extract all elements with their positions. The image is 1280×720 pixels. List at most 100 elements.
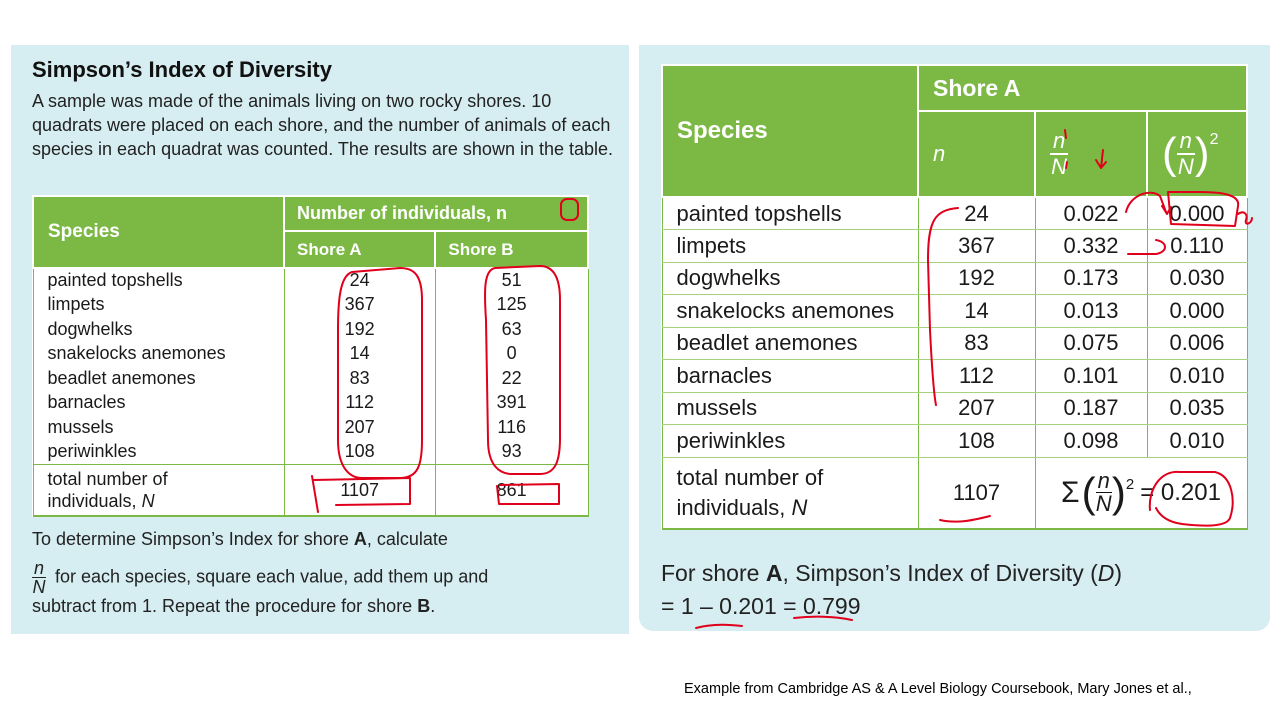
species-cell: barnacles [661, 359, 919, 393]
species-cell: beadlet anemones [32, 366, 285, 391]
table-row: periwinkles 108 0.098 0.010 [661, 424, 1248, 458]
total-row: total number of individuals, N 1107 Σ ( … [661, 457, 1248, 530]
species-header: Species [661, 64, 919, 198]
table-row: periwinkles 108 93 [32, 439, 589, 464]
shore-counts-table: Species Number of individuals, n Shore A… [32, 195, 589, 517]
total-shore-a: 1107 [283, 463, 436, 517]
n-cell: 108 [917, 424, 1036, 458]
squared-cell: 0.000 [1146, 197, 1248, 230]
ratio-cell: 0.013 [1034, 294, 1148, 328]
n-cell: 24 [917, 197, 1036, 230]
total-label: total number of individuals, N [32, 463, 285, 517]
species-cell: limpets [661, 229, 919, 263]
result-text: For shore A, Simpson’s Index of Diversit… [661, 557, 1122, 623]
squared-cell: 0.000 [1146, 294, 1248, 328]
table-row: barnacles 112 391 [32, 390, 589, 415]
squared-cell: 0.010 [1146, 359, 1248, 393]
ratio-cell: 0.098 [1034, 424, 1148, 458]
species-cell: mussels [661, 392, 919, 425]
table-row: snakelocks anemones 14 0 [32, 341, 589, 366]
shore-a-header: Shore A [917, 64, 1248, 112]
shore-b-count: 93 [434, 439, 589, 464]
n-over-N-squared-column-header: (n N) 2 [1146, 110, 1248, 198]
species-cell: dogwhelks [32, 317, 285, 342]
squared-cell: 0.110 [1146, 229, 1248, 263]
table-row: beadlet anemones 83 22 [32, 366, 589, 391]
total-label: total number of individuals, N [661, 457, 919, 530]
table-row: snakelocks anemones 14 0.013 0.000 [661, 294, 1248, 328]
species-cell: periwinkles [32, 439, 285, 464]
left-textbook-panel: Simpson’s Index of Diversity A sample wa… [11, 45, 629, 634]
shore-a-count: 14 [283, 341, 436, 366]
species-cell: barnacles [32, 390, 285, 415]
result-equation: = 1 – 0.201 = 0.799 [661, 593, 861, 619]
table-row: barnacles 112 0.101 0.010 [661, 359, 1248, 393]
shore-a-count: 367 [283, 292, 436, 317]
shore-b-count: 116 [434, 415, 589, 440]
table-row: limpets 367 0.332 0.110 [661, 229, 1248, 263]
table-row: painted topshells 24 0.022 0.000 [661, 197, 1248, 230]
ratio-cell: 0.101 [1034, 359, 1148, 393]
total-row: total number of individuals, N 1107 861 [32, 463, 589, 517]
shore-b-count: 125 [434, 292, 589, 317]
table-row: mussels 207 0.187 0.035 [661, 392, 1248, 425]
table-row: mussels 207 116 [32, 415, 589, 440]
squared-cell: 0.010 [1146, 424, 1248, 458]
n-cell: 207 [917, 392, 1036, 425]
n-cell: 83 [917, 327, 1036, 360]
table-row: dogwhelks 192 63 [32, 317, 589, 342]
shore-b-count: 22 [434, 366, 589, 391]
shore-a-count: 24 [283, 268, 436, 293]
source-caption: Example from Cambridge AS & A Level Biol… [684, 681, 1192, 697]
left-instructions: To determine Simpson’s Index for shore A… [32, 529, 489, 616]
species-cell: snakelocks anemones [661, 294, 919, 328]
total-n: 1107 [917, 457, 1036, 530]
n-over-N-fraction: n N [32, 558, 47, 597]
species-cell: dogwhelks [661, 262, 919, 295]
species-cell: painted topshells [32, 268, 285, 293]
left-intro-text: A sample was made of the animals living … [32, 91, 614, 159]
shore-a-count: 207 [283, 415, 436, 440]
ratio-cell: 0.173 [1034, 262, 1148, 295]
ratio-cell: 0.187 [1034, 392, 1148, 425]
species-cell: painted topshells [661, 197, 919, 230]
ratio-cell: 0.332 [1034, 229, 1148, 263]
number-of-individuals-header: Number of individuals, n [283, 195, 589, 232]
shore-b-header: Shore B [434, 230, 589, 269]
shore-a-header: Shore A [282, 230, 437, 269]
n-cell: 14 [917, 294, 1036, 328]
table-row: beadlet anemones 83 0.075 0.006 [661, 327, 1248, 360]
species-header: Species [32, 195, 285, 269]
n-cell: 192 [917, 262, 1036, 295]
n-cell: 112 [917, 359, 1036, 393]
ratio-cell: 0.022 [1034, 197, 1148, 230]
shore-b-count: 63 [434, 317, 589, 342]
shore-b-count: 0 [434, 341, 589, 366]
shore-a-count: 192 [283, 317, 436, 342]
species-cell: mussels [32, 415, 285, 440]
species-cell: snakelocks anemones [32, 341, 285, 366]
shore-a-count: 83 [283, 366, 436, 391]
n-column-header: n [917, 110, 1036, 198]
species-cell: beadlet anemones [661, 327, 919, 360]
ratio-cell: 0.075 [1034, 327, 1148, 360]
table-row: dogwhelks 192 0.173 0.030 [661, 262, 1248, 295]
shore-a-count: 112 [283, 390, 436, 415]
species-cell: limpets [32, 292, 285, 317]
squared-cell: 0.006 [1146, 327, 1248, 360]
species-cell: periwinkles [661, 424, 919, 458]
shore-a-count: 108 [283, 439, 436, 464]
left-title: Simpson’s Index of Diversity [32, 57, 332, 82]
n-cell: 367 [917, 229, 1036, 263]
shore-b-count: 391 [434, 390, 589, 415]
sum-value: = 0.201 [1140, 478, 1221, 506]
table-row: painted topshells 24 51 [32, 268, 589, 293]
shore-b-count: 51 [434, 268, 589, 293]
squared-cell: 0.035 [1146, 392, 1248, 425]
total-shore-b: 861 [434, 463, 589, 517]
squared-cell: 0.030 [1146, 262, 1248, 295]
